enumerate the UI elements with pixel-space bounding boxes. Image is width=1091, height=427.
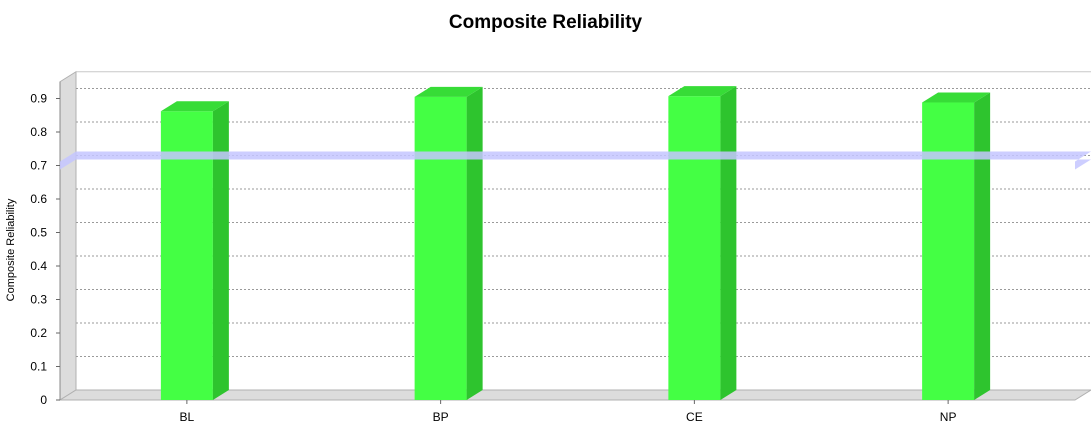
y-tick-label: 0 — [40, 393, 47, 407]
bar-side — [466, 86, 483, 400]
bar-front — [414, 96, 467, 400]
y-tick-label: 0.1 — [30, 360, 47, 374]
reference-line-group — [60, 151, 1091, 170]
bars — [160, 86, 991, 401]
y-tick-label: 0.7 — [30, 159, 47, 173]
y-tick-label: 0.6 — [30, 192, 47, 206]
bar-side — [212, 101, 229, 400]
bar-top — [922, 92, 991, 103]
bar-top — [160, 101, 229, 112]
y-tick-label: 0.9 — [30, 92, 47, 106]
bar-front — [668, 96, 721, 400]
bar-front — [922, 102, 975, 401]
bar-NP — [922, 92, 991, 401]
bar-CE — [668, 86, 737, 400]
x-ticks: BL BP CE NP — [180, 400, 957, 424]
bar-side — [720, 86, 737, 400]
chart-title: Composite Reliability — [448, 12, 643, 33]
y-tick-label: 0.2 — [30, 326, 47, 340]
left-wall — [59, 70, 77, 401]
y-tick-label: 0.3 — [30, 293, 47, 307]
y-tick-label: 0.8 — [30, 125, 47, 139]
reference-line — [60, 151, 1091, 170]
x-tick-label: CE — [686, 410, 703, 424]
y-tick-label: 0.4 — [30, 259, 47, 273]
bar-top — [414, 86, 483, 97]
x-tick-label: BL — [180, 410, 195, 424]
y-tick-label: 0.5 — [30, 226, 47, 240]
x-tick-label: NP — [940, 410, 957, 424]
bar-BP — [414, 86, 483, 400]
chart-frame — [58, 70, 1091, 401]
y-ticks: 0 0.1 0.2 0.3 0.4 0.5 0.6 0.7 0.8 0.9 — [30, 92, 60, 407]
bar-top — [668, 86, 737, 97]
x-tick-label: BP — [433, 410, 449, 424]
floor — [58, 389, 1091, 401]
bar-side — [974, 92, 991, 401]
bar-BL — [160, 101, 229, 400]
